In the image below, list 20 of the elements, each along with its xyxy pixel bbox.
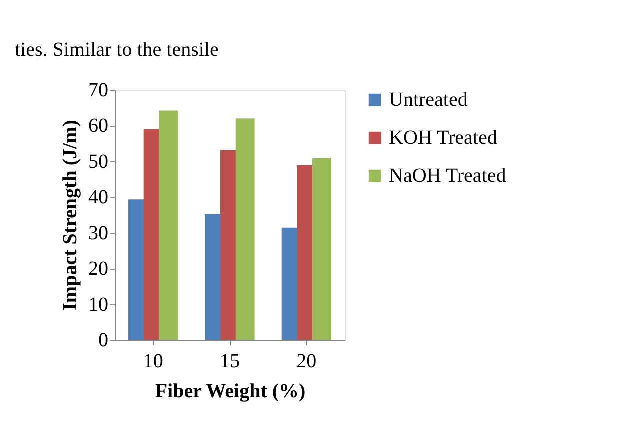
x-tick-label: 10 [143,350,164,372]
y-tick-label: 60 [88,115,108,138]
y-axis-title: Impact Strength (J/m) [60,120,82,311]
text: ties. Similar to the tensile [15,39,219,61]
bar [236,118,255,340]
x-tick-label: 20 [296,350,317,372]
y-tick-label: 0 [98,330,108,352]
y-tick-label: 50 [88,150,108,173]
legend-label: NaOH Treated [389,165,506,187]
legend-label: Untreated [389,89,468,111]
x-tick-label: 15 [220,350,240,372]
x-axis-title: Fiber Weight (%) [155,380,306,402]
y-tick-label: 20 [88,258,108,280]
legend-label: KOH Treated [389,127,498,149]
bar [159,110,178,340]
y-tick-label: 70 [88,80,108,102]
y-tick-label: 30 [88,222,108,244]
y-tick-label: 10 [88,294,108,316]
bar [312,158,332,340]
y-tick-label: 40 [88,186,108,209]
